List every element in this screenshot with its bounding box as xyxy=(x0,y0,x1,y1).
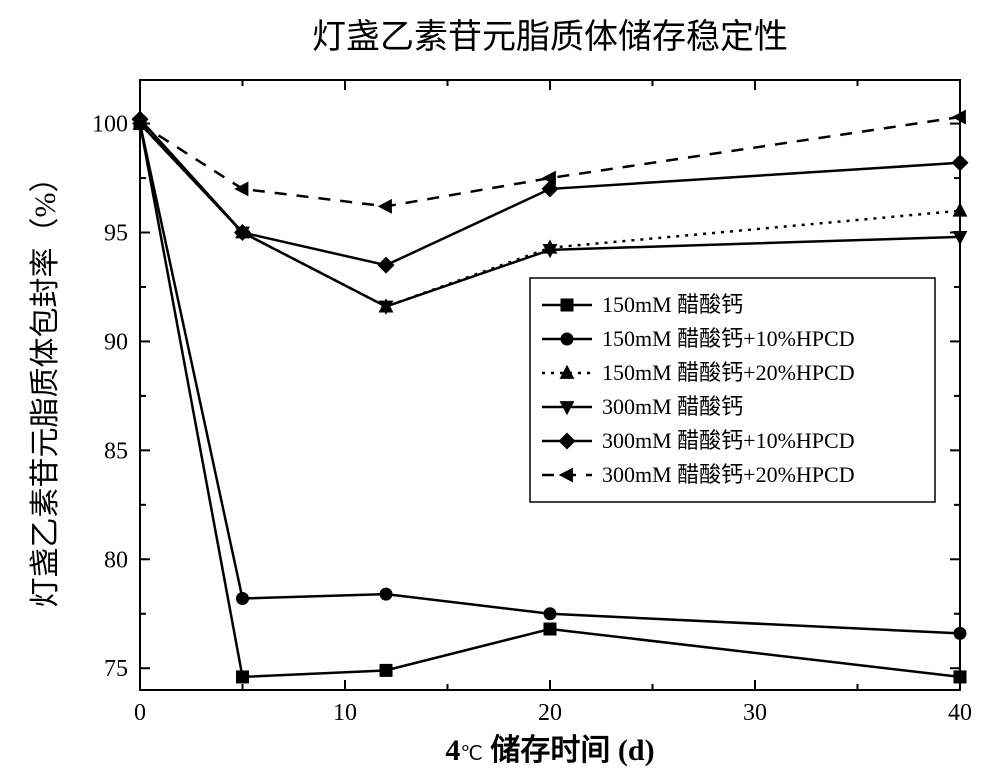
x-tick-label: 40 xyxy=(948,700,972,726)
y-tick-label: 80 xyxy=(104,547,128,573)
x-tick-label: 30 xyxy=(743,700,767,726)
y-tick-label: 100 xyxy=(92,112,128,138)
legend-label: 300mM 醋酸钙 xyxy=(602,394,743,419)
y-tick-label: 85 xyxy=(104,438,128,464)
chart-title: 灯盏乙素苷元脂质体储存稳定性 xyxy=(312,18,788,56)
y-axis-label: 灯盏乙素苷元脂质体包封率（%） xyxy=(29,163,62,608)
legend-label: 300mM 醋酸钙+20%HPCD xyxy=(602,462,855,487)
legend-label: 150mM 醋酸钙+20%HPCD xyxy=(602,360,855,385)
y-tick-label: 95 xyxy=(104,221,128,247)
y-tick-label: 90 xyxy=(104,329,128,355)
legend-label: 150mM 醋酸钙+10%HPCD xyxy=(602,326,855,351)
series-s6 xyxy=(133,110,966,213)
x-axis-label: 4℃ 储存时间 (d) xyxy=(445,734,654,767)
y-tick-label: 75 xyxy=(104,656,128,682)
x-tick-label: 0 xyxy=(134,700,146,726)
legend: 150mM 醋酸钙 150mM 醋酸钙+10%HPCD 150mM 醋酸钙+20%H… xyxy=(530,278,935,502)
chart-container: 0102030407580859095100150mM 醋酸钙150mM 醋酸钙… xyxy=(0,0,1000,782)
legend-label: 300mM 醋酸钙+10%HPCD xyxy=(602,428,855,453)
x-tick-label: 20 xyxy=(538,700,562,726)
x-tick-label: 10 xyxy=(333,700,357,726)
legend-label: 150mM 醋酸钙 xyxy=(602,292,743,317)
line-chart: 0102030407580859095100150mM 醋酸钙150mM 醋酸钙… xyxy=(0,0,1000,782)
